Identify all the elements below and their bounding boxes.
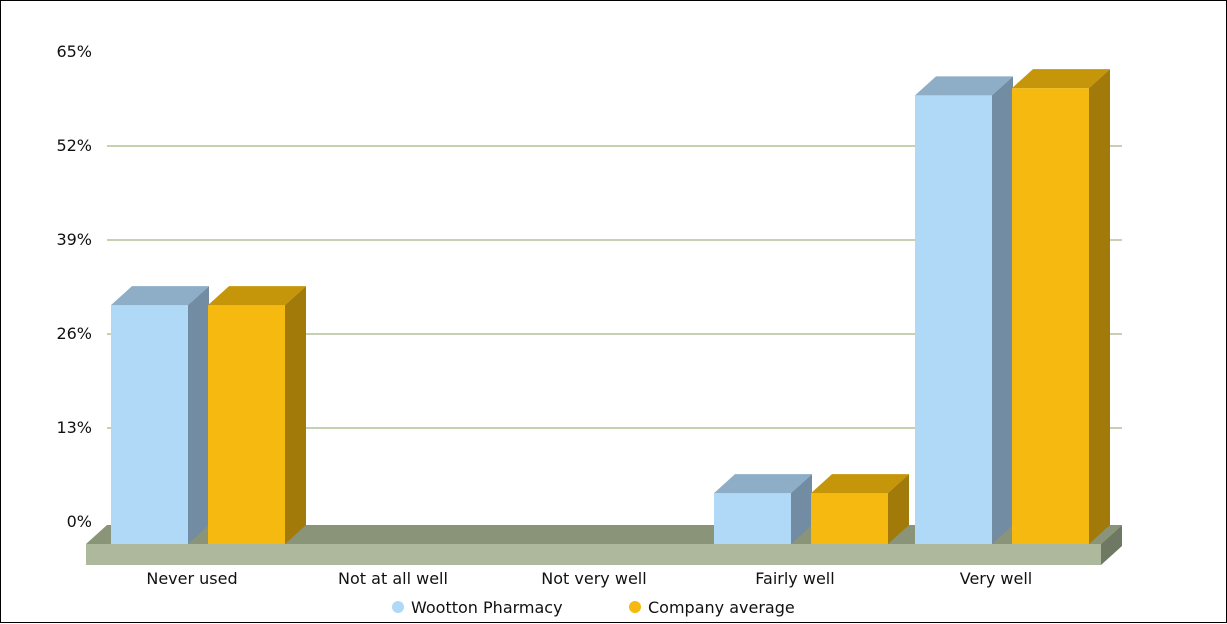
bar-side (285, 286, 306, 544)
bar-wootton-pharmacy-fairly-well (714, 474, 812, 544)
floor-front (86, 544, 1101, 565)
legend-marker-company-average (629, 601, 641, 613)
bar-side (1089, 69, 1110, 544)
bar-front (811, 493, 888, 544)
bar-wootton-pharmacy-never-used (111, 286, 209, 544)
bar-company-average-never-used (208, 286, 306, 544)
bar-front (714, 493, 791, 544)
x-category-label: Fairly well (755, 569, 834, 588)
x-category-label: Not very well (541, 569, 646, 588)
legend: Wootton Pharmacy Company average (392, 598, 795, 617)
x-category-label: Not at all well (338, 569, 448, 588)
bar-company-average-fairly-well (811, 474, 909, 544)
x-category-label: Very well (960, 569, 1033, 588)
legend-label-company-average: Company average (648, 598, 795, 617)
bar-front (1012, 88, 1089, 544)
legend-label-wootton-pharmacy: Wootton Pharmacy (411, 598, 563, 617)
bars (111, 69, 1110, 544)
y-tick-label: 52% (56, 136, 92, 155)
bar-wootton-pharmacy-very-well (915, 76, 1013, 544)
bar-side (188, 286, 209, 544)
bar-front (915, 95, 992, 544)
y-tick-label: 26% (56, 324, 92, 343)
y-tick-label: 65% (56, 42, 92, 61)
bar-front (111, 305, 188, 544)
y-tick-label: 0% (67, 512, 92, 531)
legend-marker-wootton-pharmacy (392, 601, 404, 613)
y-tick-label: 39% (56, 230, 92, 249)
bar-company-average-very-well (1012, 69, 1110, 544)
x-category-label: Never used (146, 569, 237, 588)
bar-front (208, 305, 285, 544)
bar-side (992, 76, 1013, 544)
y-axis-tick-labels: 0% 13% 26% 39% 52% 65% (56, 42, 92, 531)
x-axis-category-labels: Never used Not at all well Not very well Fa… (146, 569, 1032, 588)
y-tick-label: 13% (56, 418, 92, 437)
